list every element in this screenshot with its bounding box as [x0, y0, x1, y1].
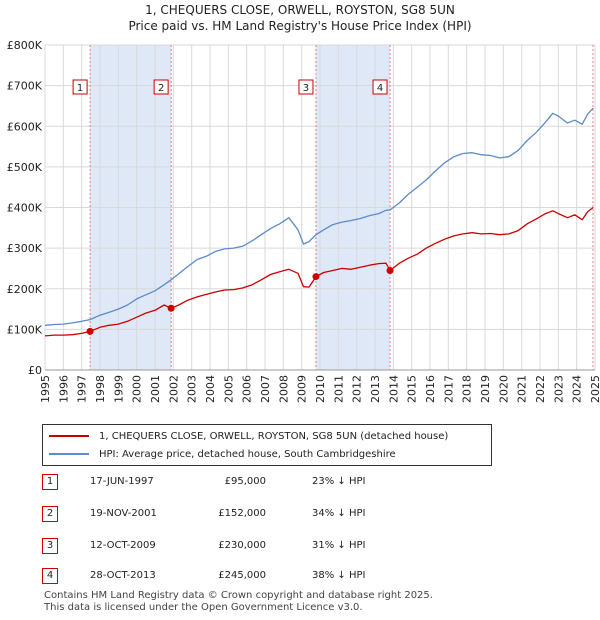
transaction-number-badge: 2 [42, 506, 58, 522]
legend-line-hpi [49, 453, 89, 455]
transaction-price: £245,000 [218, 570, 266, 581]
y-tick-label: £100K [7, 323, 43, 336]
transaction-date: 12-OCT-2009 [90, 540, 156, 551]
sale-number-box [298, 79, 314, 95]
x-tick-label: 2011 [332, 375, 345, 403]
x-tick-label: 2006 [241, 375, 254, 403]
x-tick-label: 2018 [461, 375, 474, 403]
sale-number-box [72, 79, 88, 95]
hpi-series-line [44, 107, 594, 326]
chart-title: 1, CHEQUERS CLOSE, ORWELL, ROYSTON, SG8 … [145, 3, 455, 17]
sale-number-label: 2 [158, 83, 164, 94]
footer-copyright: Contains HM Land Registry data © Crown c… [44, 590, 433, 601]
x-tick-label: 2004 [204, 375, 217, 403]
y-tick-label: £200K [7, 283, 43, 296]
x-tick-label: 2000 [131, 375, 144, 403]
sale-point [86, 327, 94, 335]
y-tick-label: £500K [7, 161, 43, 174]
chart-subtitle: Price paid vs. HM Land Registry's House … [128, 19, 472, 33]
x-tick-label: 1999 [112, 375, 125, 403]
x-tick-label: 2009 [296, 375, 309, 403]
transaction-price: £152,000 [218, 508, 266, 519]
transaction-hpi-diff: 34% ↓ HPI [312, 508, 366, 519]
x-tick-label: 2001 [149, 375, 162, 403]
footer-licence: This data is licensed under the Open Gov… [44, 602, 363, 613]
x-tick-label: 2022 [534, 375, 547, 403]
y-tick-label: £300K [7, 242, 43, 255]
x-tick-label: 2021 [516, 375, 529, 403]
x-tick-label: 1996 [57, 375, 70, 403]
y-tick-label: £0 [28, 364, 42, 377]
transaction-date: 17-JUN-1997 [90, 476, 154, 487]
sale-point [167, 304, 175, 312]
transaction-number-badge: 1 [42, 474, 58, 490]
x-tick-label: 2003 [186, 375, 199, 403]
sale-number-label: 1 [77, 83, 83, 94]
transaction-hpi-diff: 31% ↓ HPI [312, 540, 366, 551]
x-tick-label: 2017 [442, 375, 455, 403]
sale-number-box [153, 79, 169, 95]
y-tick-label: £400K [7, 202, 43, 215]
transaction-number-badge: 4 [42, 568, 58, 584]
sale-number-label: 4 [377, 83, 383, 94]
transaction-number-badge: 3 [42, 538, 58, 554]
transaction-date: 19-NOV-2001 [90, 508, 157, 519]
legend-label-property: 1, CHEQUERS CLOSE, ORWELL, ROYSTON, SG8 … [99, 430, 449, 442]
x-tick-label: 1997 [76, 375, 89, 403]
sale-number-box [372, 79, 388, 95]
x-tick-label: 2024 [571, 375, 584, 403]
x-tick-label: 2016 [424, 375, 437, 403]
transaction-price: £95,000 [224, 476, 266, 487]
x-tick-label: 2008 [277, 375, 290, 403]
y-tick-label: £700K [7, 80, 43, 93]
property-series-line [44, 206, 594, 337]
legend-label-hpi: HPI: Average price, detached house, Sout… [99, 448, 396, 460]
y-tick-label: £600K [7, 120, 43, 133]
x-tick-label: 2002 [167, 375, 180, 403]
transaction-hpi-diff: 38% ↓ HPI [312, 570, 366, 581]
x-tick-label: 2013 [369, 375, 382, 403]
x-tick-label: 2019 [479, 375, 492, 403]
x-tick-label: 2005 [222, 375, 235, 403]
price-chart: 1 2 3 4 £0 £100K £200K £300K £400K £500K £600K £700… [7, 39, 600, 403]
legend-item-property: 1, CHEQUERS CLOSE, ORWELL, ROYSTON, SG8 … [49, 427, 448, 445]
transaction-hpi-diff: 23% ↓ HPI [312, 476, 366, 487]
x-tick-label: 2025 [589, 375, 600, 403]
transaction-date: 28-OCT-2013 [90, 570, 156, 581]
y-tick-label: £800K [7, 39, 43, 52]
legend-item-hpi: HPI: Average price, detached house, Sout… [49, 445, 396, 463]
x-tick-label: 1998 [94, 375, 107, 403]
chart-legend: 1, CHEQUERS CLOSE, ORWELL, ROYSTON, SG8 … [42, 424, 492, 466]
x-tick-label: 2012 [351, 375, 364, 403]
x-tick-label: 2014 [387, 375, 400, 403]
x-tick-label: 2010 [314, 375, 327, 403]
x-tick-label: 2020 [497, 375, 510, 403]
x-tick-label: 2007 [259, 375, 272, 403]
x-tick-label: 1995 [39, 375, 52, 403]
legend-line-property [49, 435, 89, 437]
x-tick-label: 2023 [552, 375, 565, 403]
x-tick-label: 2015 [406, 375, 419, 403]
sale-number-label: 3 [303, 83, 309, 94]
sale-point [386, 266, 394, 274]
transaction-price: £230,000 [218, 540, 266, 551]
sale-point [312, 273, 320, 281]
